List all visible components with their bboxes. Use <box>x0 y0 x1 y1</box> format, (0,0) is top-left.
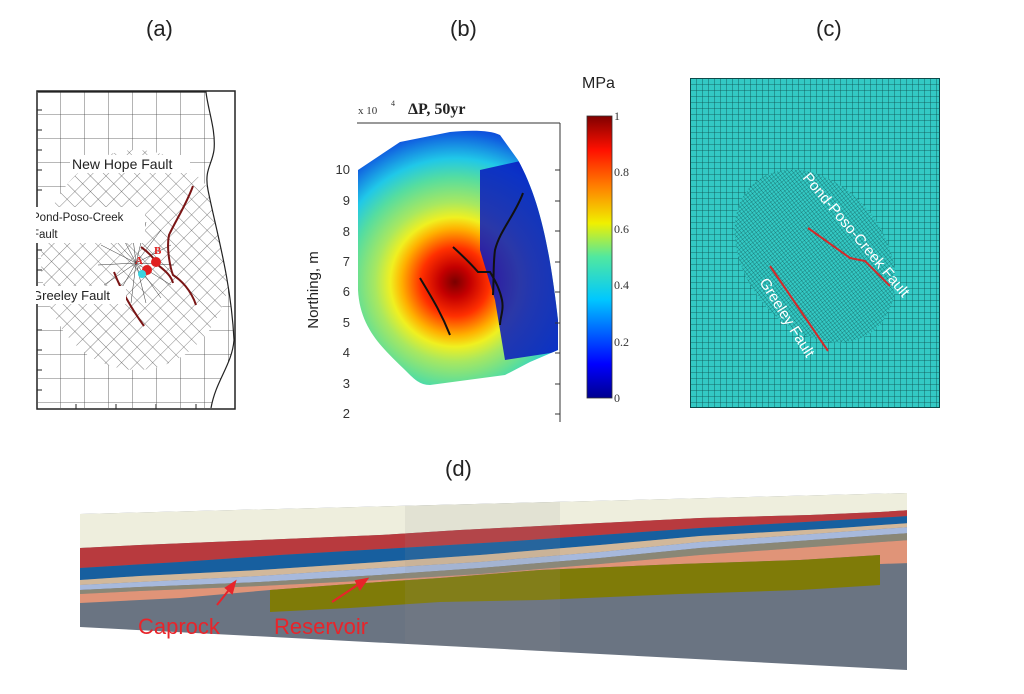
greeley-fault-line <box>769 265 829 352</box>
well-b-marker <box>151 257 161 267</box>
plot-title: ΔP, 50yr <box>408 101 465 118</box>
caprock-layer <box>80 540 907 603</box>
pressure-field <box>358 130 558 386</box>
well-b-label: B <box>154 245 162 257</box>
blue-layer <box>80 516 907 580</box>
y-tick-9: 9 <box>343 193 350 208</box>
tan-layer <box>80 523 907 585</box>
red-layer <box>80 510 907 568</box>
fault-trace-center <box>452 246 504 326</box>
colorbar-tick-0.2: 0.2 <box>614 335 629 349</box>
x-tick-6: 6 <box>506 428 513 430</box>
y-tick-3: 3 <box>343 376 350 391</box>
y-tick-10: 10 <box>336 162 350 177</box>
y-tick-labels: 10 9 8 7 6 5 4 3 2 <box>336 162 350 421</box>
colorbar-tick-0.4: 0.4 <box>614 278 629 292</box>
fault-trace-southwest <box>419 277 451 336</box>
new-hope-fault-line <box>167 185 197 306</box>
reservoir-layer <box>270 555 880 612</box>
colorbar-tick-1: 1 <box>614 109 620 123</box>
injection-well-marker <box>138 270 146 278</box>
gray-layer <box>80 533 907 594</box>
x-tick-2: 2 <box>396 428 403 430</box>
new-hope-fault-label: New Hope Fault <box>72 156 172 172</box>
panel-b-pressure-plot: x 10 4 ΔP, 50yr 10 9 8 7 6 5 4 3 2 2 4 6… <box>305 75 629 430</box>
panel-c-label: (c) <box>816 16 842 41</box>
y-tick-2: 2 <box>343 406 350 421</box>
reservoir-arrow <box>331 581 363 603</box>
y-multiplier: x 10 <box>358 105 378 117</box>
x-tick-4: 4 <box>452 428 459 430</box>
colorbar-unit-label: MPa <box>582 75 615 92</box>
pond-poso-creek-fault-label: Pond-Poso-Creek <box>36 212 124 224</box>
fault-trace-northeast <box>492 192 524 296</box>
y-tick-7: 7 <box>343 254 350 269</box>
y-tick-6: 6 <box>343 284 350 299</box>
y-tick-8: 8 <box>343 224 350 239</box>
y-exponent: 4 <box>391 99 395 108</box>
well-a-label: A <box>135 255 143 267</box>
caprock-label: Caprock <box>138 614 221 639</box>
panel-d-cross-section: Caprock Reservoir <box>80 493 907 670</box>
colorbar-tick-0.8: 0.8 <box>614 165 629 179</box>
caprock-arrowhead <box>224 579 237 595</box>
greeley-fault-label: Greeley Fault <box>36 288 110 303</box>
panel-a-label: (a) <box>146 16 173 41</box>
y-tick-5: 5 <box>343 315 350 330</box>
reservoir-label: Reservoir <box>274 614 368 639</box>
greeley-fault-line <box>113 271 145 327</box>
reservoir-arrowhead <box>354 577 370 591</box>
colorbar <box>586 115 613 399</box>
pond-poso-creek-fault-line <box>807 227 891 287</box>
panel-d-label: (d) <box>445 456 472 481</box>
y-axis-label: Northing, m <box>305 251 322 329</box>
panel-b-label: (b) <box>450 16 477 41</box>
y-tick-4: 4 <box>343 345 350 360</box>
pond-poso-creek-fault-label-2: Fault <box>36 229 58 241</box>
panel-a-mesh-map: A B New Hope Fault Pond-Poso-Creek Fault… <box>36 90 236 410</box>
colorbar-tick-0.6: 0.6 <box>614 222 629 236</box>
highlighted-section <box>405 493 560 670</box>
lightblue-layer <box>80 527 907 590</box>
colorbar-tick-0: 0 <box>614 391 620 405</box>
panel-c-fe-mesh: Pond-Poso-Creek Fault Greeley Fault <box>690 78 940 408</box>
